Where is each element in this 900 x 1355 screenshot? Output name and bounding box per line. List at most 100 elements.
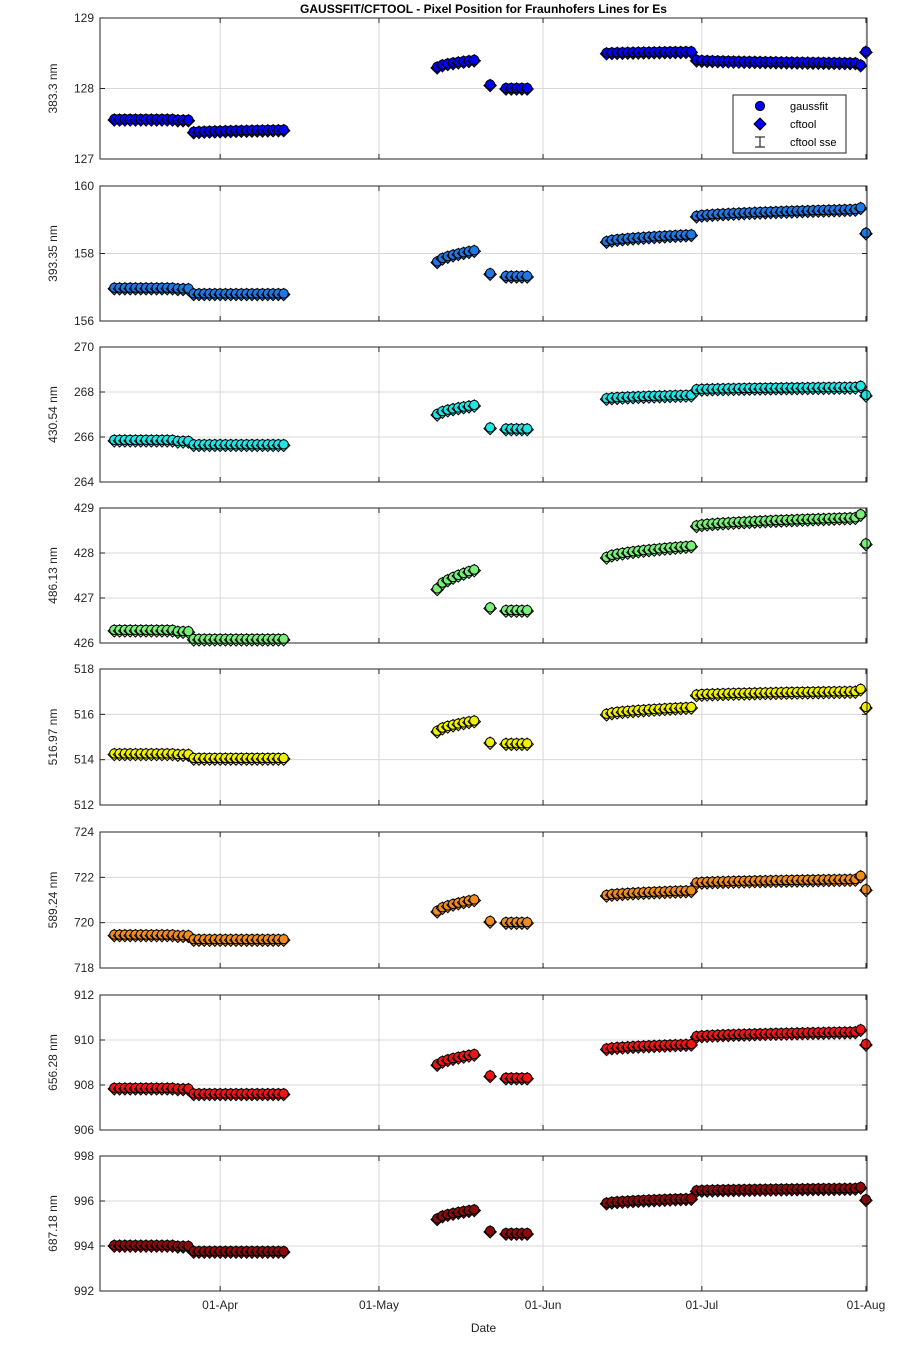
gaussfit-point: [522, 1228, 533, 1239]
y-tick-label: 160: [74, 179, 94, 193]
gaussfit-point: [855, 1024, 866, 1035]
y-tick-label: 127: [74, 152, 94, 166]
panel-6: 718 720 722 724 589.24 nm: [46, 825, 873, 975]
legend-entry-label: cftool: [790, 119, 816, 131]
panel-4: 426 427 428 429 486.13 nm: [46, 501, 873, 650]
x-tick-label: 01-Jul: [686, 1298, 719, 1312]
gaussfit-point: [860, 46, 872, 57]
legend-entry-label: gaussfit: [790, 101, 828, 113]
legend-entry-label: cftool sse: [790, 137, 836, 149]
x-tick-label: 01-Apr: [202, 1298, 238, 1312]
gaussfit-point: [686, 1193, 697, 1204]
gaussfit-point: [469, 715, 480, 726]
legend-cftool-marker: [753, 117, 767, 131]
figure-title: GAUSSFIT/CFTOOL - Pixel Position for Fra…: [300, 2, 667, 16]
gaussfit-point: [860, 538, 872, 549]
y-tick-label: 266: [74, 430, 94, 444]
x-tick-label: 01-Aug: [847, 1298, 886, 1312]
y-tick-label: 516: [74, 707, 94, 721]
y-tick-label: 518: [74, 662, 94, 676]
gaussfit-point: [485, 737, 496, 748]
gaussfit-point: [278, 439, 289, 450]
y-tick-label: 514: [74, 753, 94, 767]
y-axis-label: 516.97 nm: [46, 709, 60, 766]
gaussfit-point: [469, 1049, 480, 1060]
y-tick-label: 720: [74, 916, 94, 930]
y-axis-label: 687.18 nm: [46, 1195, 60, 1252]
gaussfit-point: [860, 227, 872, 238]
gaussfit-point: [522, 917, 533, 928]
y-tick-label: 912: [74, 988, 94, 1002]
panel-3: 264 266 268 270 430.54 nm: [46, 340, 873, 489]
gaussfit-point: [485, 79, 496, 90]
y-tick-label: 426: [74, 636, 94, 650]
panel-8: 992 994 996 998 687.18 nm 01-Apr 01-May 01-Jun 0…: [46, 1149, 885, 1312]
axes-box: [99, 831, 868, 969]
y-tick-label: 722: [74, 870, 94, 884]
gaussfit-point: [485, 422, 496, 433]
gaussfit-point: [686, 46, 697, 57]
y-tick-label: 724: [74, 825, 94, 839]
gaussfit-point: [855, 59, 866, 70]
gaussfit-point: [855, 202, 866, 213]
gaussfit-point: [485, 602, 496, 613]
gaussfit-point: [278, 752, 289, 764]
gaussfit-point: [469, 54, 480, 65]
axes-box: [99, 17, 868, 160]
y-tick-label: 264: [74, 475, 94, 489]
y-tick-label: 429: [74, 501, 94, 515]
gaussfit-point: [686, 1038, 697, 1050]
gaussfit-point: [686, 701, 697, 713]
axes-box: [99, 507, 868, 644]
y-tick-label: 996: [74, 1194, 94, 1208]
gaussfit-point: [183, 114, 194, 125]
x-axis-label: Date: [470, 1321, 497, 1335]
y-tick-label: 128: [74, 82, 94, 96]
gaussfit-point: [278, 633, 289, 645]
axes-box: [99, 1155, 868, 1292]
y-axis-label: 393.35 nm: [46, 225, 60, 282]
y-tick-label: 512: [74, 798, 94, 812]
gaussfit-point: [686, 885, 697, 896]
panel-2: 156 158 160 393.35 nm: [46, 179, 873, 328]
y-tick-label: 156: [74, 314, 94, 328]
gaussfit-point: [469, 245, 480, 256]
gaussfit-point: [855, 683, 866, 695]
legend-box: [732, 94, 847, 154]
y-axis-label: 589.24 nm: [46, 872, 60, 929]
legend-gaussfit-marker: [754, 100, 766, 112]
y-tick-label: 908: [74, 1078, 94, 1092]
plot-area: [100, 1156, 867, 1291]
gaussfit-point: [860, 389, 872, 400]
y-tick-label: 129: [74, 11, 94, 25]
gaussfit-point: [522, 605, 533, 616]
panel-1: 127 128 129 383.3 nm gaussfit cftool cftool ss…: [46, 11, 873, 166]
y-tick-label: 158: [74, 247, 94, 261]
y-tick-label: 998: [74, 1149, 94, 1163]
gaussfit-point: [469, 399, 480, 411]
gaussfit-point: [686, 229, 697, 240]
gaussfit-point: [278, 934, 289, 945]
y-tick-label: 992: [74, 1284, 94, 1298]
gaussfit-point: [522, 1072, 533, 1083]
gaussfit-point: [485, 915, 496, 927]
gaussfit-point: [855, 509, 866, 520]
gaussfit-point: [278, 124, 289, 135]
y-axis-label: 383.3 nm: [46, 63, 60, 113]
gaussfit-point: [522, 82, 533, 94]
x-tick-label: 01-May: [359, 1298, 399, 1312]
y-tick-label: 427: [74, 591, 94, 605]
legend: gaussfit cftool cftool sse: [732, 94, 847, 154]
gaussfit-point: [855, 380, 866, 391]
y-tick-label: 270: [74, 340, 94, 354]
plot-area: [100, 832, 867, 968]
panel-7: 906 908 910 912 656.28 nm: [46, 988, 873, 1137]
axes-box: [99, 994, 868, 1131]
plot-area: [100, 508, 867, 643]
gaussfit-point: [522, 738, 533, 749]
gaussfit-point: [860, 701, 872, 713]
gaussfit-point: [860, 1038, 872, 1050]
gaussfit-point: [686, 540, 697, 551]
gaussfit-point: [278, 1246, 289, 1257]
